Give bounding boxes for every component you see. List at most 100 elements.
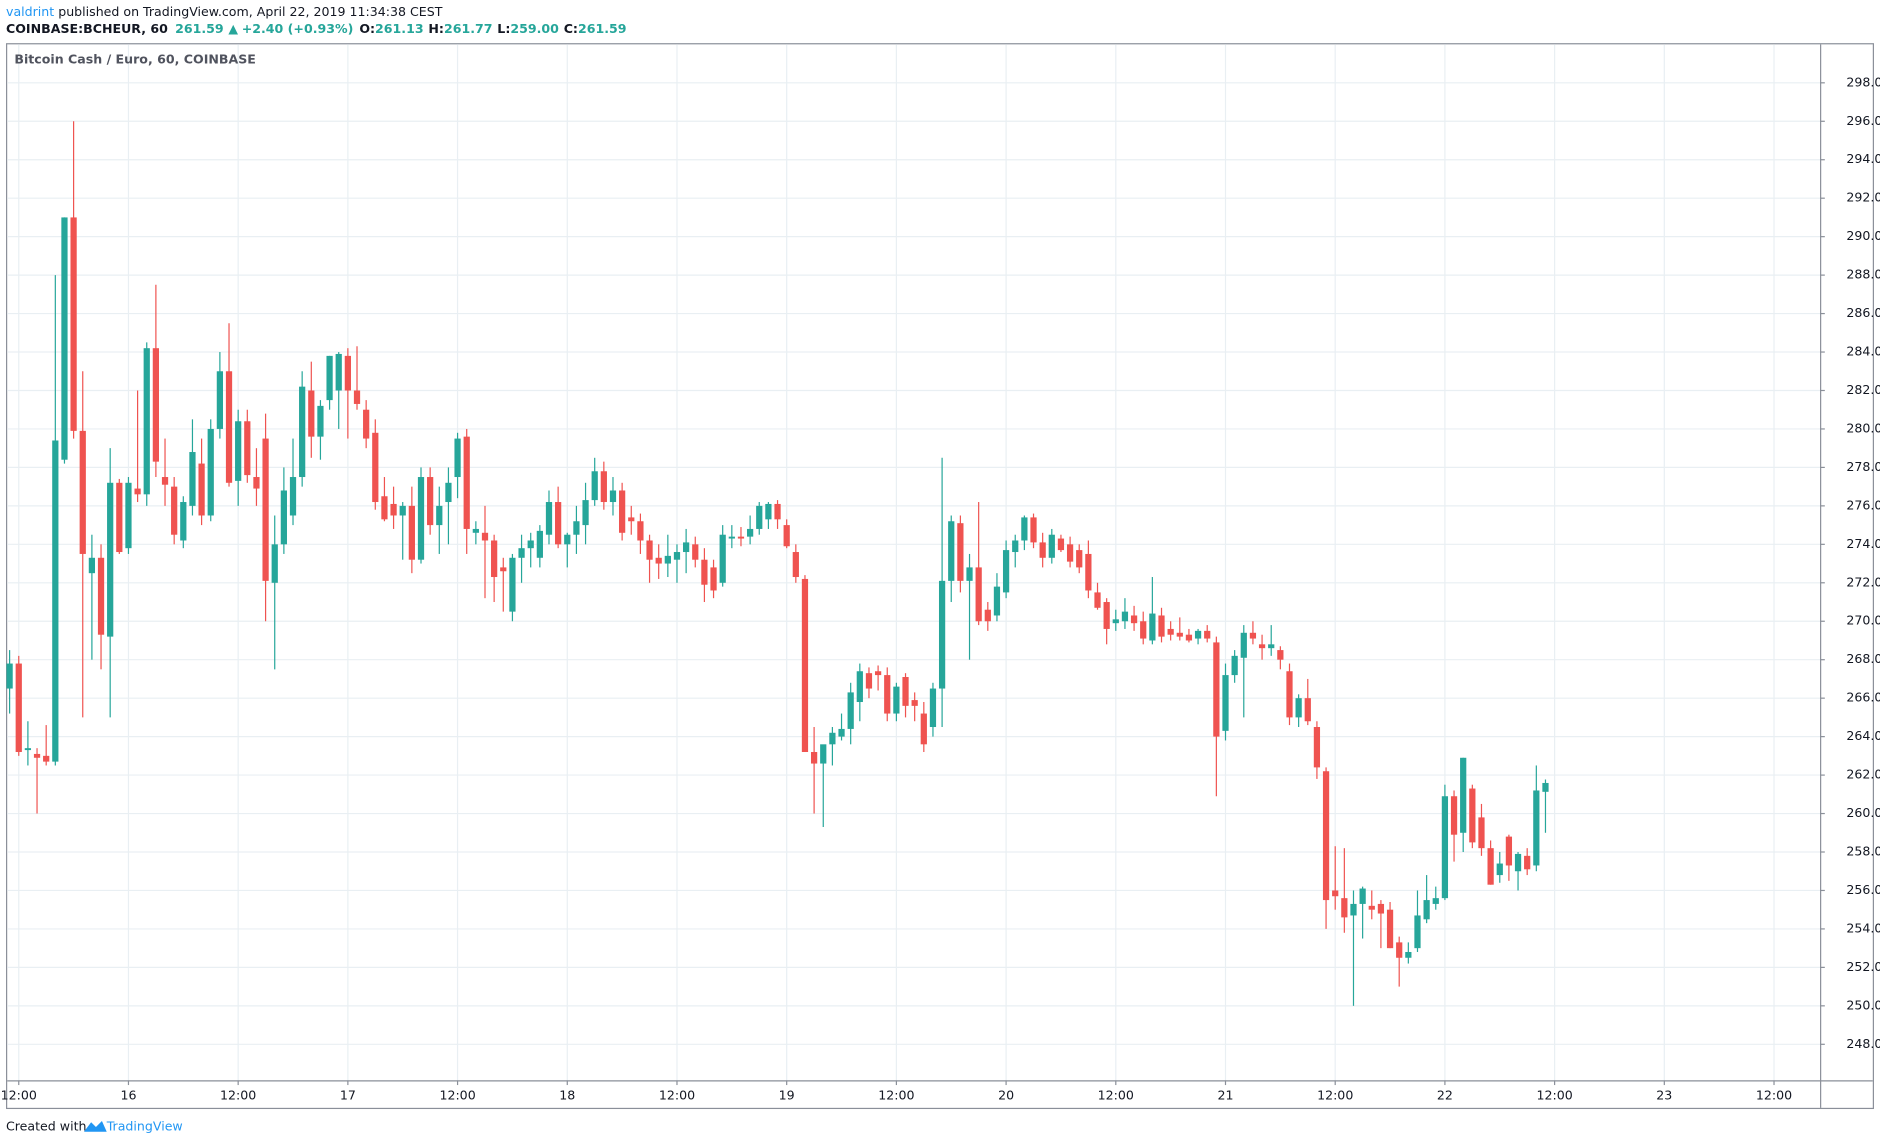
candle-body: [1414, 915, 1421, 949]
candle-body: [1332, 890, 1339, 897]
candle-body: [308, 390, 315, 437]
candle-body: [710, 567, 717, 591]
published: published on TradingView.com, April 22, …: [54, 3, 443, 18]
candle-body: [289, 477, 297, 516]
y-tick-label: 280.00: [1846, 420, 1880, 435]
y-tick-label: 290.00: [1846, 228, 1880, 243]
x-tick-label: 12:00: [878, 1087, 914, 1102]
candle-body: [628, 517, 635, 522]
candle-body: [399, 505, 406, 516]
candle-body: [1066, 544, 1074, 562]
l-label: L:: [497, 20, 510, 35]
candle-body: [810, 752, 818, 764]
candle-body: [920, 713, 927, 745]
x-tick-label: 22: [1437, 1087, 1453, 1102]
x-tick-label: 12:00: [220, 1087, 256, 1102]
h-value: 261.77: [444, 20, 493, 35]
footer-created: Created with: [6, 1119, 86, 1134]
y-tick-label: 292.00: [1846, 190, 1880, 205]
candle-body: [664, 555, 671, 564]
candle-body: [746, 528, 754, 537]
y-tick-label: 286.00: [1846, 305, 1880, 320]
candle-body: [719, 534, 726, 583]
y-tick-label: 276.00: [1846, 497, 1880, 512]
candle-body: [417, 477, 425, 560]
candle-body: [1240, 632, 1247, 658]
candle-body: [1496, 863, 1503, 876]
candle-body: [207, 428, 214, 516]
candle-body: [975, 567, 982, 622]
candle-body: [43, 755, 50, 762]
candle-body: [262, 438, 269, 581]
candle-body: [1258, 644, 1266, 649]
candle-body: [353, 390, 361, 404]
candle-body: [820, 744, 827, 764]
y-tick-label: 274.00: [1846, 536, 1880, 551]
candle-body: [573, 521, 580, 535]
y-tick-label: 298.00: [1846, 74, 1880, 89]
candle-body: [1478, 817, 1485, 849]
arrow: ▲: [228, 20, 238, 35]
candle-body: [116, 482, 123, 553]
candle-body: [6, 663, 13, 689]
candle-body: [472, 528, 479, 533]
x-tick-label: 17: [340, 1087, 356, 1102]
candle-body: [756, 505, 763, 529]
header-line: valdrint published on TradingView.com, A…: [6, 3, 443, 18]
candle-body: [527, 540, 534, 549]
candle-body: [1377, 903, 1385, 914]
footer-brand[interactable]: TradingView: [106, 1119, 183, 1134]
author[interactable]: valdrint: [6, 3, 54, 18]
candle-body: [1048, 534, 1055, 558]
y-tick-label: 288.00: [1846, 267, 1880, 282]
candle-body: [692, 544, 699, 560]
candle-body: [225, 371, 233, 483]
candle-body: [1094, 592, 1101, 608]
candle-body: [637, 521, 644, 541]
candle-body: [335, 353, 342, 391]
x-tick-label: 12:00: [1, 1087, 37, 1102]
candle-body: [737, 536, 745, 539]
y-tick-label: 264.00: [1846, 728, 1880, 743]
candle-body: [1039, 542, 1046, 558]
symbol-line: COINBASE:BCHEUR, 60 261.59 ▲ +2.40 (+0.93%)…: [6, 20, 626, 35]
candle-body: [1396, 942, 1403, 958]
candle-body: [509, 557, 516, 612]
x-tick-label: 12:00: [659, 1087, 695, 1102]
candle-body: [1103, 602, 1110, 629]
candle-body: [1350, 903, 1357, 916]
candle-body: [1524, 855, 1531, 870]
candle-body: [957, 523, 964, 581]
candle-body: [52, 440, 59, 762]
candle-body: [271, 544, 278, 583]
candle-body: [1185, 634, 1193, 641]
y-tick-label: 266.00: [1846, 690, 1880, 705]
o-label: O:: [359, 20, 375, 35]
candle-body: [1450, 796, 1458, 835]
candle-body: [1322, 771, 1330, 901]
x-tick-label: 12:00: [1756, 1087, 1792, 1102]
candle-body: [381, 496, 388, 520]
candle-body: [445, 482, 452, 503]
candle-body: [481, 532, 489, 541]
l-value: 259.00: [510, 20, 559, 35]
candle-body: [1487, 848, 1494, 885]
candle-body: [1423, 900, 1430, 920]
y-tick-label: 262.00: [1846, 767, 1880, 782]
y-tick-label: 254.00: [1846, 920, 1880, 935]
candle-body: [1386, 909, 1394, 949]
candle-body: [1222, 675, 1229, 731]
candle-body: [1533, 790, 1540, 866]
candle-body: [363, 409, 370, 439]
candle-body: [600, 471, 607, 503]
candle-body: [24, 748, 32, 751]
candle-body: [865, 673, 873, 689]
candle-body: [1140, 621, 1147, 639]
candle-body: [1359, 888, 1366, 904]
candle-body: [984, 609, 991, 622]
chart-frame: [6, 43, 1874, 1110]
y-tick-label: 258.00: [1846, 844, 1880, 859]
candle-body: [1158, 615, 1165, 637]
candle-body: [216, 371, 223, 429]
candle-body: [993, 586, 1001, 616]
